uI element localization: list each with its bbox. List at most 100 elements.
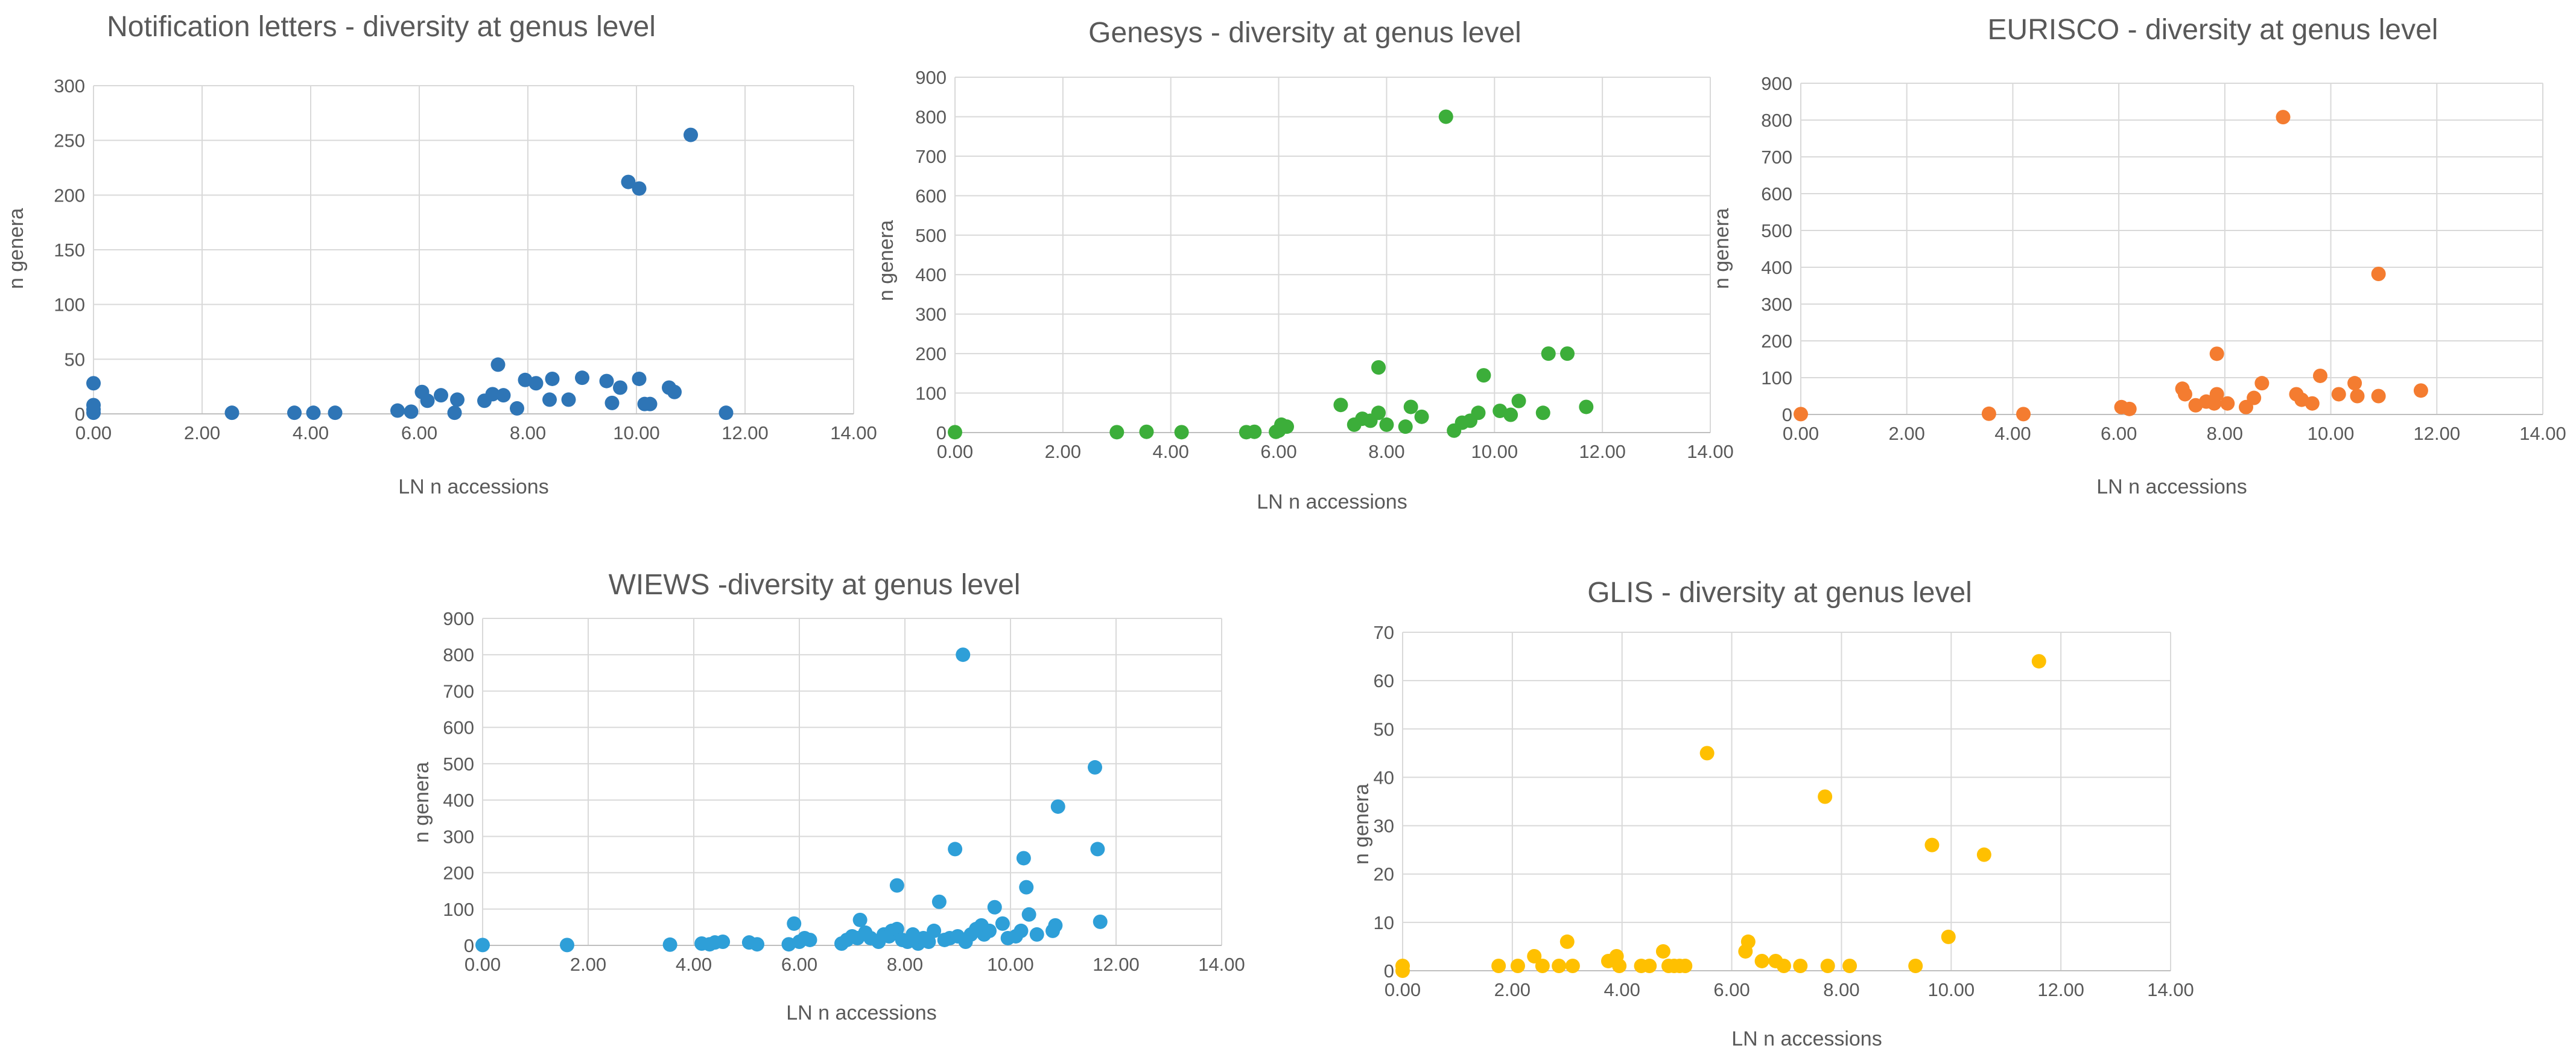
data-point bbox=[2122, 401, 2137, 416]
y-tick-label: 200 bbox=[1761, 331, 1792, 352]
data-point bbox=[987, 900, 1002, 915]
data-point bbox=[662, 937, 677, 952]
data-point bbox=[2016, 407, 2031, 422]
data-point bbox=[485, 387, 500, 402]
data-point bbox=[2209, 346, 2224, 361]
data-point bbox=[287, 405, 302, 421]
x-axis-label: LN n accessions bbox=[1257, 490, 1407, 513]
data-point bbox=[1941, 929, 1956, 944]
data-point bbox=[1535, 958, 1550, 973]
y-tick-label: 60 bbox=[1374, 670, 1394, 691]
data-point bbox=[982, 923, 997, 938]
data-point bbox=[1371, 405, 1386, 421]
data-point bbox=[2031, 654, 2046, 669]
y-axis-label: n genera bbox=[1350, 784, 1373, 865]
data-point bbox=[1014, 923, 1029, 938]
data-point bbox=[1511, 393, 1526, 408]
y-tick-label: 900 bbox=[915, 67, 947, 88]
y-tick-label: 150 bbox=[54, 240, 85, 261]
data-point bbox=[1510, 958, 1525, 973]
data-point bbox=[1842, 958, 1857, 973]
x-tick-label: 10.00 bbox=[613, 422, 660, 443]
data-points bbox=[1395, 654, 2046, 978]
data-point bbox=[1924, 837, 1940, 852]
y-tick-label: 250 bbox=[54, 130, 85, 151]
data-point bbox=[1699, 746, 1715, 761]
chart-title: Notification letters - diversity at genu… bbox=[107, 11, 656, 43]
x-tick-label: 2.00 bbox=[1889, 423, 1925, 444]
data-point bbox=[1271, 423, 1286, 438]
y-tick-label: 800 bbox=[1761, 110, 1792, 131]
data-point bbox=[787, 916, 802, 931]
data-point bbox=[2247, 390, 2262, 405]
y-tick-label: 500 bbox=[443, 754, 474, 775]
y-tick-label: 700 bbox=[915, 146, 947, 167]
gridlines bbox=[1800, 83, 2543, 415]
x-tick-label: 6.00 bbox=[1713, 979, 1750, 1000]
data-point bbox=[604, 395, 620, 410]
data-point bbox=[715, 934, 731, 949]
data-point bbox=[1403, 399, 1418, 414]
x-tick-label: 0.00 bbox=[465, 954, 501, 975]
x-tick-label: 4.00 bbox=[293, 422, 329, 443]
data-point bbox=[86, 405, 101, 421]
y-tick-label: 500 bbox=[1761, 220, 1792, 241]
y-tick-label: 300 bbox=[1761, 294, 1792, 315]
data-point bbox=[1908, 958, 1923, 973]
data-point bbox=[1395, 963, 1410, 978]
data-point bbox=[490, 357, 506, 372]
y-axis-label: n genera bbox=[875, 220, 898, 301]
x-tick-label: 0.00 bbox=[75, 422, 112, 443]
chart-glis: GLIS - diversity at genus level n genera… bbox=[1350, 577, 2194, 1050]
x-tick-label: 6.00 bbox=[1260, 441, 1296, 462]
y-tick-label: 40 bbox=[1374, 767, 1394, 788]
x-axis-label: LN n accessions bbox=[1731, 1027, 1882, 1050]
data-point bbox=[2371, 266, 2386, 281]
data-point bbox=[1471, 405, 1486, 421]
y-tick-label: 200 bbox=[54, 185, 85, 206]
data-point bbox=[1174, 425, 1189, 440]
y-axis-label: n genera bbox=[1710, 208, 1733, 289]
data-point bbox=[642, 396, 658, 411]
x-tick-label: 10.00 bbox=[987, 954, 1034, 975]
data-point bbox=[1333, 398, 1348, 413]
data-point bbox=[684, 127, 698, 142]
y-tick-label: 200 bbox=[443, 863, 474, 884]
data-points bbox=[86, 127, 734, 421]
data-point bbox=[1560, 346, 1575, 361]
data-point bbox=[1754, 953, 1769, 968]
data-point bbox=[1050, 799, 1065, 814]
y-axis-label: n genera bbox=[5, 208, 28, 289]
data-point bbox=[1820, 958, 1835, 973]
y-axis-label: n genera bbox=[410, 762, 433, 843]
y-tick-label: 300 bbox=[54, 75, 85, 97]
x-tick-label: 12.00 bbox=[2037, 979, 2084, 1000]
x-tick-label: 4.00 bbox=[1153, 441, 1189, 462]
data-point bbox=[1398, 419, 1413, 434]
y-tick-label: 100 bbox=[1761, 367, 1792, 389]
x-tick-label: 2.00 bbox=[184, 422, 220, 443]
data-point bbox=[2220, 396, 2235, 411]
y-tick-label: 30 bbox=[1374, 816, 1394, 837]
x-tick-label: 8.00 bbox=[1368, 441, 1404, 462]
x-tick-label: 6.00 bbox=[781, 954, 817, 975]
y-tick-label: 400 bbox=[443, 790, 474, 811]
y-tick-label: 800 bbox=[915, 106, 947, 127]
data-point bbox=[632, 371, 647, 386]
data-point bbox=[1491, 958, 1506, 973]
data-point bbox=[852, 912, 868, 927]
data-points bbox=[475, 647, 1108, 953]
data-point bbox=[995, 916, 1010, 931]
x-tick-label: 14.00 bbox=[830, 422, 877, 443]
tick-labels: 0.00 2.00 4.00 6.00 8.00 10.00 12.00 14.00 0 100 2… bbox=[443, 608, 1245, 975]
y-tick-label: 900 bbox=[1761, 73, 1792, 94]
tick-labels: 0.00 2.00 4.00 6.00 8.00 10.00 12.00 14.00 0 100 2… bbox=[1761, 73, 2566, 444]
data-point bbox=[927, 923, 942, 938]
y-tick-label: 50 bbox=[65, 349, 85, 370]
y-tick-label: 700 bbox=[443, 681, 474, 702]
chart-title: Genesys - diversity at genus level bbox=[1088, 17, 1521, 49]
data-point bbox=[434, 388, 448, 403]
data-point bbox=[1527, 948, 1542, 963]
chart-eurisco: EURISCO - diversity at genus level n gen… bbox=[1710, 14, 2566, 498]
